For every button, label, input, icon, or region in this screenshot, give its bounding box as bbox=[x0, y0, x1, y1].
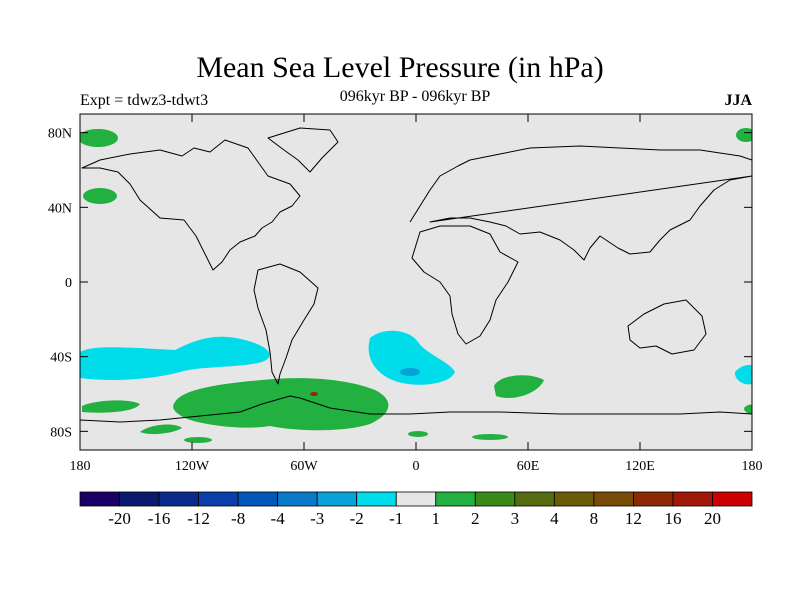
positive-anomaly-southern-ocean bbox=[173, 378, 389, 431]
positive-anomaly-core bbox=[310, 392, 318, 396]
lon-tick-label: 60E bbox=[517, 459, 540, 474]
lat-tick-label: 40N bbox=[48, 201, 72, 216]
colorbar-swatch bbox=[119, 491, 160, 507]
lon-tick-label: 60W bbox=[290, 459, 318, 474]
colorbar-swatch bbox=[553, 491, 595, 507]
colorbar-swatch bbox=[395, 491, 437, 507]
lat-tick-label: 40S bbox=[50, 351, 72, 366]
positive-anomaly-small-1 bbox=[408, 431, 428, 437]
colorbar-label: -12 bbox=[187, 509, 210, 528]
coastline-australia bbox=[627, 299, 707, 355]
coastline-greenland bbox=[267, 127, 339, 173]
positive-anomaly-north-pacific bbox=[83, 188, 117, 204]
colorbar-label: -16 bbox=[148, 509, 171, 528]
colorbar-swatch bbox=[474, 491, 516, 507]
lat-tick-label: 0 bbox=[65, 276, 72, 291]
colorbar-swatch bbox=[158, 491, 199, 507]
colorbar-swatch bbox=[712, 491, 753, 507]
lat-tick-label: 80S bbox=[50, 425, 72, 440]
colorbar-swatch bbox=[633, 491, 674, 507]
map-title: Mean Sea Level Pressure (in hPa) bbox=[196, 51, 604, 84]
lon-tick-label: 120W bbox=[175, 459, 210, 474]
colorbar-swatch bbox=[356, 491, 397, 507]
colorbar-label: -20 bbox=[108, 509, 131, 528]
longitude-axis: 180 120W 60W 0 60E 120E 180 bbox=[70, 114, 763, 474]
coastline-south-america bbox=[253, 263, 319, 385]
colorbar-label: 8 bbox=[590, 509, 599, 528]
positive-anomaly-arctic-east bbox=[736, 128, 752, 142]
colorbar-swatch bbox=[237, 491, 279, 507]
colorbar-swatch bbox=[435, 491, 476, 507]
colorbar-label: -4 bbox=[271, 509, 286, 528]
colorbar-label: 2 bbox=[471, 509, 480, 528]
colorbar-label: -1 bbox=[389, 509, 403, 528]
colorbar-swatch bbox=[593, 491, 634, 507]
colorbar: -20 -16 -12 -8 -4 -3 -2 -1 1 2 3 4 8 12 16 20 bbox=[79, 491, 753, 528]
negative-anomaly-core bbox=[400, 368, 420, 376]
positive-anomaly-ross bbox=[140, 424, 182, 435]
negative-anomaly-south-pacific bbox=[80, 336, 270, 380]
negative-anomaly-indian-edge bbox=[734, 364, 752, 385]
positive-anomaly-amundsen bbox=[82, 400, 140, 413]
colorbar-swatch bbox=[672, 491, 713, 507]
colorbar-label: 12 bbox=[625, 509, 642, 528]
positive-anomaly-south-indian bbox=[494, 375, 544, 399]
colorbar-label: -3 bbox=[310, 509, 324, 528]
coastline-africa bbox=[411, 225, 519, 345]
experiment-label: Expt = tdwz3-tdwt3 bbox=[80, 92, 209, 109]
coastline-north-america bbox=[81, 139, 301, 271]
lon-tick-label: 120E bbox=[625, 459, 655, 474]
colorbar-swatch bbox=[79, 491, 120, 507]
colorbar-label: 1 bbox=[432, 509, 441, 528]
anomaly-contours bbox=[80, 128, 752, 443]
positive-anomaly-east-antarctic bbox=[744, 404, 752, 414]
map-subtitle: 096kyr BP - 096kyr BP bbox=[339, 88, 491, 105]
coastline-antarctica bbox=[80, 395, 752, 423]
colorbar-label: 20 bbox=[704, 509, 721, 528]
colorbar-swatch bbox=[514, 491, 555, 507]
coastlines bbox=[80, 127, 752, 423]
lon-tick-label: 0 bbox=[413, 459, 420, 474]
latitude-axis: 80N 40N 0 40S 80S bbox=[48, 127, 752, 440]
positive-anomaly-arctic bbox=[80, 129, 118, 147]
colorbar-label: 16 bbox=[664, 509, 681, 528]
positive-anomaly-small-2 bbox=[472, 434, 508, 440]
lon-tick-label: 180 bbox=[70, 459, 91, 474]
negative-anomaly-south-atlantic bbox=[368, 330, 455, 385]
colorbar-label: 4 bbox=[550, 509, 559, 528]
colorbar-swatch bbox=[277, 491, 318, 507]
coastline-eurasia bbox=[409, 145, 752, 261]
lon-tick-label: 180 bbox=[742, 459, 763, 474]
colorbar-label: 3 bbox=[511, 509, 520, 528]
colorbar-swatch bbox=[316, 491, 358, 507]
lat-tick-label: 80N bbox=[48, 127, 72, 142]
positive-anomaly-small-3 bbox=[184, 437, 212, 443]
season-label: JJA bbox=[724, 92, 752, 109]
colorbar-label: -2 bbox=[350, 509, 364, 528]
colorbar-label: -8 bbox=[231, 509, 245, 528]
colorbar-swatch bbox=[198, 491, 239, 507]
